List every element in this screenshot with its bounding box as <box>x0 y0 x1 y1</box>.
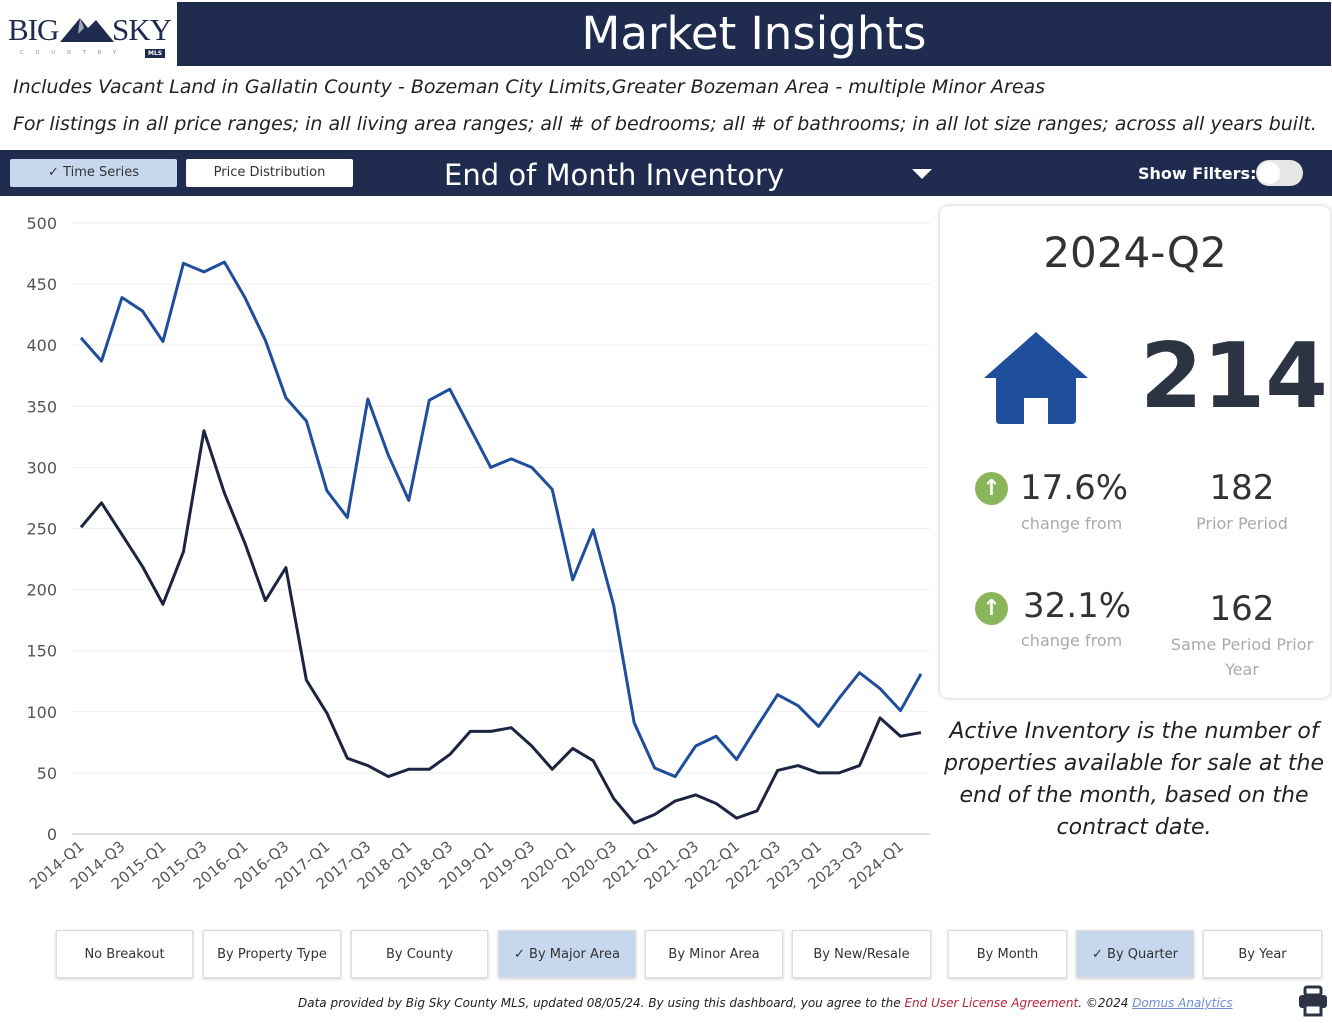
y-tick-label: 450 <box>26 275 57 294</box>
current-value: 214 <box>1140 324 1328 429</box>
y-tick-label: 200 <box>26 581 57 600</box>
prior-year-value: 162 <box>1209 589 1275 629</box>
y-tick-label: 100 <box>26 703 57 722</box>
breakout-property-type-button[interactable]: By Property Type <box>203 930 341 978</box>
by-quarter-button[interactable]: ✓ By Quarter <box>1076 930 1194 978</box>
series-line <box>79 429 922 825</box>
series-line <box>79 260 923 779</box>
copyright-text: . ©2024 <box>1078 996 1133 1010</box>
y-tick-label: 350 <box>26 397 57 416</box>
metric-description: Active Inventory is the number of proper… <box>943 719 1325 840</box>
logo-text: MLS <box>145 49 166 58</box>
change-prior-year-pct: 32.1% <box>1023 586 1132 626</box>
y-tick-label: 50 <box>37 764 57 783</box>
change-prior-period-pct: 17.6% <box>1020 468 1129 508</box>
by-month-button[interactable]: By Month <box>948 930 1067 978</box>
footer-text: Data provided by Big Sky County MLS, upd… <box>298 996 905 1010</box>
change-from-label: change from <box>1021 514 1123 533</box>
measure-select[interactable]: End of Month Inventory <box>444 158 785 192</box>
breakout-county-button[interactable]: By County <box>351 930 488 978</box>
page-title: Market Insights <box>177 2 1331 66</box>
house-icon <box>984 332 1088 424</box>
mountain-icon <box>60 18 114 42</box>
arrow-up-icon: ↑ <box>975 472 1008 505</box>
domus-analytics-link[interactable]: Domus Analytics <box>1132 996 1233 1010</box>
breakout-none-button[interactable]: No Breakout <box>56 930 193 978</box>
y-tick-label: 500 <box>26 214 57 233</box>
summary-card: 2024-Q2 214 ↑ 17.6% change from 182 Prio… <box>940 206 1330 698</box>
prior-period-label: Prior Period <box>1196 514 1288 533</box>
y-tick-label: 150 <box>26 642 57 661</box>
filter-description-area: Includes Vacant Land in Gallatin County … <box>13 76 1046 98</box>
breakout-minor-area-button[interactable]: By Minor Area <box>645 930 783 978</box>
show-filters-label: Show Filters: <box>1138 164 1257 183</box>
prior-period-value: 182 <box>1209 468 1275 508</box>
toolbar: ✓ Time Series Price Distribution End of … <box>0 150 1332 196</box>
eula-link[interactable]: End User License Agreement <box>904 996 1079 1010</box>
change-from-label: change from <box>1021 631 1123 650</box>
y-tick-label: 400 <box>26 336 57 355</box>
y-tick-label: 0 <box>47 825 57 844</box>
inventory-line-chart: 0501001502002503003504004505002014-Q1201… <box>26 214 930 893</box>
period-label: 2024-Q2 <box>1043 228 1227 277</box>
filter-description-criteria: For listings in all price ranges; in all… <box>13 113 1317 135</box>
show-filters-toggle[interactable] <box>1256 160 1303 186</box>
by-year-button[interactable]: By Year <box>1203 930 1322 978</box>
logo-text: BIG <box>8 12 59 47</box>
breakout-major-area-button[interactable]: ✓ By Major Area <box>498 930 636 978</box>
prior-year-label: Same Period Prior Year <box>1170 635 1314 679</box>
big-sky-logo: BIG SKY COUNTRY MLS <box>8 10 173 60</box>
print-icon[interactable] <box>1297 985 1329 1017</box>
time-series-button[interactable]: ✓ Time Series <box>10 159 177 187</box>
y-tick-label: 300 <box>26 458 57 477</box>
price-distribution-button[interactable]: Price Distribution <box>186 159 353 187</box>
y-tick-label: 250 <box>26 520 57 539</box>
footer: Data provided by Big Sky County MLS, upd… <box>298 996 1233 1010</box>
breakout-new-resale-button[interactable]: By New/Resale <box>792 930 931 978</box>
logo-text: SKY <box>112 12 172 47</box>
logo-text: COUNTRY <box>20 50 129 56</box>
arrow-up-icon: ↑ <box>975 592 1008 625</box>
chevron-down-icon[interactable] <box>912 169 932 179</box>
